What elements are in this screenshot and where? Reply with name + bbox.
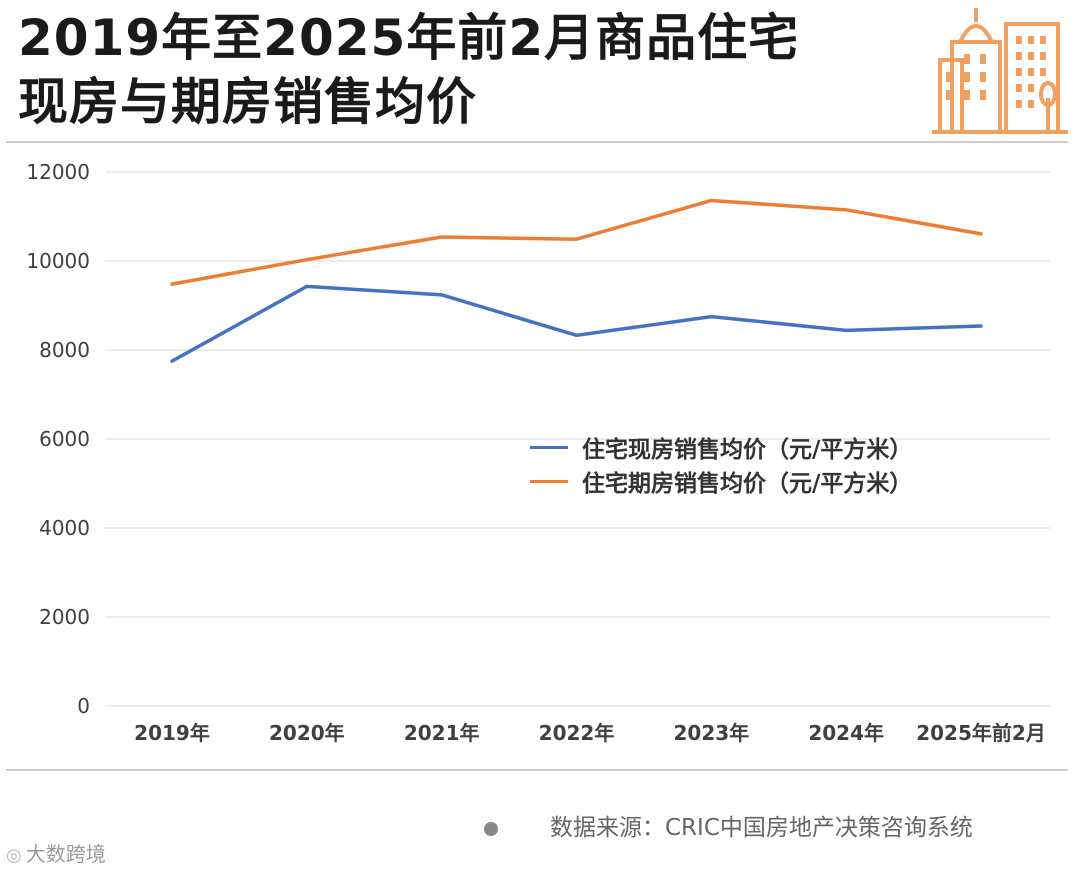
- legend-swatch-series-2: [530, 479, 568, 483]
- legend: 住宅现房销售均价（元/平方米） 住宅期房销售均价（元/平方米）: [530, 430, 912, 498]
- y-tick-label: 6000: [39, 427, 90, 451]
- legend-item-series-1: 住宅现房销售均价（元/平方米）: [530, 430, 912, 464]
- logo-icon: ◎: [6, 845, 22, 866]
- x-tick-label: 2019年: [134, 721, 210, 745]
- watermark-logo: ◎ 大数跨境: [6, 838, 106, 867]
- legend-swatch-series-1: [530, 445, 568, 449]
- title-line-1: 2019年至2025年前2月商品住宅: [18, 9, 800, 67]
- x-tick-label: 2021年: [404, 721, 480, 745]
- y-tick-label: 4000: [39, 516, 90, 540]
- y-tick-label: 10000: [26, 249, 90, 273]
- watermark-logo-text: 大数跨境: [25, 842, 106, 866]
- legend-item-series-2: 住宅期房销售均价（元/平方米）: [530, 464, 912, 498]
- series-line-2: [170, 198, 983, 286]
- bullet-dot: [484, 821, 498, 836]
- x-axis-ticks: 2019年 2020年 2021年 2022年 2023年 2024年 2025年前2月: [134, 721, 1046, 745]
- x-tick-label: 2023年: [673, 721, 749, 745]
- y-axis-ticks: 0 2000 4000 6000 8000 10000 12000: [26, 160, 90, 718]
- x-tick-label: 2025年前2月: [916, 721, 1046, 745]
- title-line-2: 现房与期房销售均价: [18, 73, 477, 131]
- y-tick-label: 0: [77, 694, 90, 718]
- x-tick-label: 2024年: [808, 721, 884, 745]
- x-tick-label: 2022年: [539, 721, 615, 745]
- source-note: 数据来源：CRIC中国房地产决策咨询系统: [484, 808, 1074, 842]
- x-tick-label: 2020年: [269, 721, 345, 745]
- chart-title: 2019年至2025年前2月商品住宅 现房与期房销售均价: [18, 6, 918, 134]
- legend-label-series-1: 住宅现房销售均价（元/平方米）: [582, 437, 913, 463]
- building-icon: [932, 8, 1068, 134]
- y-tick-label: 12000: [26, 160, 90, 184]
- y-tick-label: 2000: [39, 605, 90, 629]
- grid-lines: [105, 171, 1050, 707]
- legend-label-series-2: 住宅期房销售均价（元/平方米）: [582, 471, 913, 497]
- source-text: 数据来源：CRIC中国房地产决策咨询系统: [550, 815, 973, 841]
- series-lines: [170, 198, 983, 363]
- y-tick-label: 8000: [39, 338, 90, 362]
